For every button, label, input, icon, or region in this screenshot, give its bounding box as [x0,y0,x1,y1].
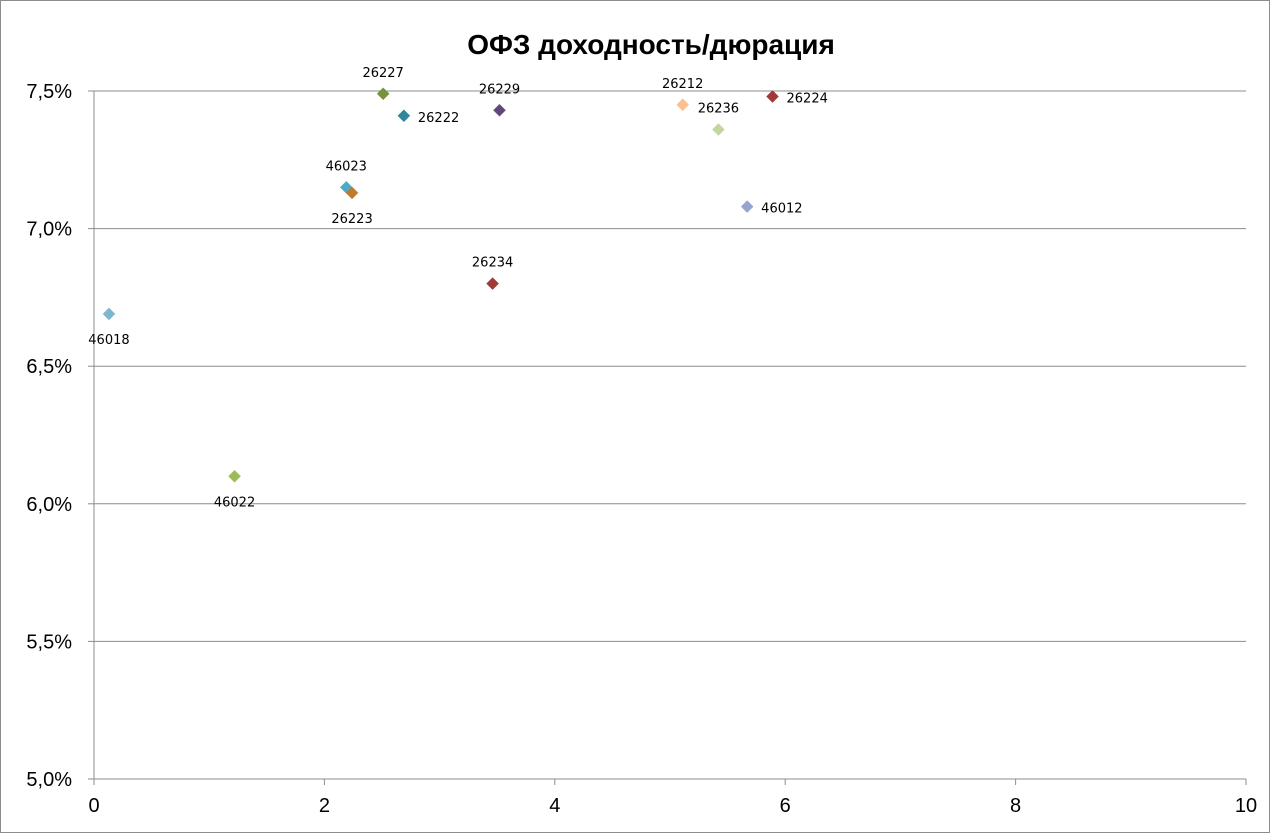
data-point-label: 46012 [761,202,802,217]
y-tick-label: 7,5% [26,81,72,103]
data-point-label: 26212 [662,77,703,92]
y-tick-label: 5,0% [26,769,72,791]
data-point-label: 26229 [479,82,520,97]
chart-title: ОФЗ доходность/дюрация [467,29,835,60]
y-tick-label: 6,5% [26,356,72,378]
x-tick-label: 4 [549,795,560,817]
data-point-marker [486,277,499,290]
data-point-label: 46023 [326,159,367,174]
data-point-marker [228,469,241,483]
axis-layer: 5,0% 5,5% 6,0% 6,5% 7,0% 7,5% 0 2 4 6 8 10 [26,81,1257,817]
data-point-marker [493,103,506,117]
data-point-label: 26236 [698,102,739,117]
data-point-label: 26234 [472,256,513,271]
x-tick-label: 0 [88,795,99,817]
y-tick-label: 7,0% [26,219,72,241]
data-point-label: 46018 [88,333,129,348]
data-point-marker [766,90,779,103]
data-point-marker [345,186,359,200]
y-tick-label: 6,0% [26,494,72,516]
y-tick-label: 5,5% [26,631,72,653]
data-point-marker [397,109,411,123]
data-point-marker [676,98,690,112]
data-point-marker [102,307,116,321]
data-point-marker [712,123,725,136]
x-tick-label: 10 [1235,795,1257,817]
data-point-marker [376,87,390,101]
data-point-label: 46022 [214,495,255,510]
x-tick-label: 2 [319,795,330,817]
data-point-label: 26224 [787,92,828,107]
data-point-label: 26222 [418,111,459,126]
grid-layer [94,90,1246,642]
data-point-marker [740,200,754,213]
labels-layer: 46018 46022 46023 26223 26227 26222 26234 26229… [88,66,828,511]
points-layer [102,87,779,483]
x-tick-label: 6 [780,795,791,817]
data-point-label: 26227 [362,66,403,81]
x-tick-label: 8 [1010,795,1021,817]
data-point-label: 26223 [331,212,372,227]
